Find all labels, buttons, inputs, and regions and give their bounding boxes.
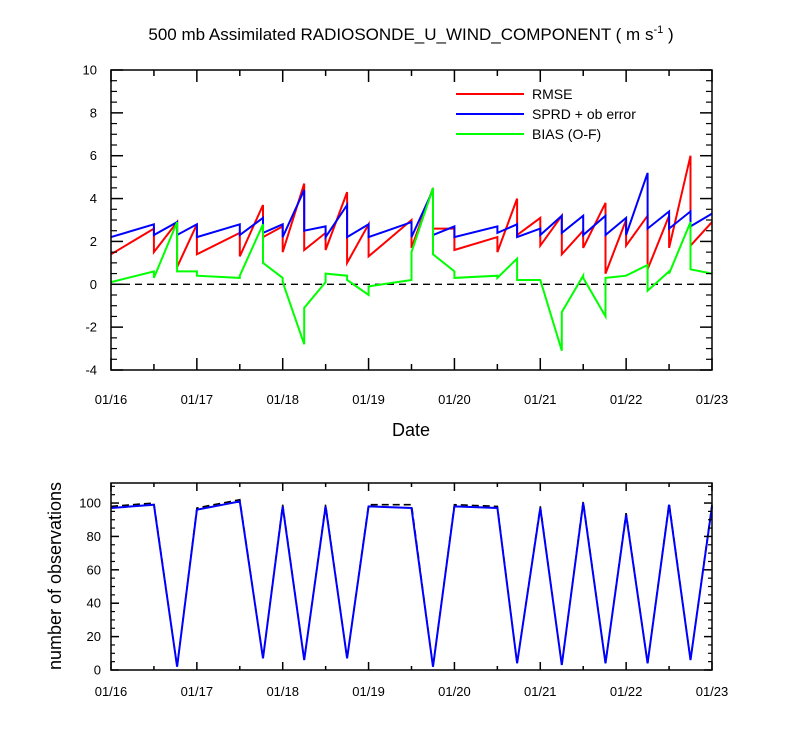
chart-title: 500 mb Assimilated RADIOSONDE_U_WIND_COM… — [148, 24, 673, 44]
legend-label: BIAS (O-F) — [532, 126, 601, 142]
bottom-plot: 01/16 01/17 01/18 01/19 01/20 01/21 01/22 01/23… — [79, 482, 729, 699]
x-tick-label: 01/18 — [266, 392, 299, 407]
x-tick-label: 01/23 — [696, 684, 729, 699]
top-plot: 01/16 01/17 01/18 01/19 01/20 01/21 01/22 01/23… — [83, 63, 729, 408]
x-tick-label: 01/19 — [352, 392, 385, 407]
y-tick-label: 2 — [90, 234, 97, 249]
y-tick-label: 80 — [87, 529, 101, 544]
y-tick-label: 4 — [90, 191, 97, 206]
x-tick-label: 01/23 — [696, 392, 729, 407]
x-tick-label: 01/22 — [610, 684, 643, 699]
y-tick-label: 6 — [90, 148, 97, 163]
x-tick-label: 01/16 — [95, 392, 128, 407]
x-tick-label: 01/19 — [352, 684, 385, 699]
chart-title-main: 500 mb Assimilated RADIOSONDE_U_WIND_COM… — [148, 25, 653, 44]
legend-label: SPRD + ob error — [532, 106, 636, 122]
legend-label: RMSE — [532, 86, 572, 102]
x-tick-label: 01/22 — [610, 392, 643, 407]
legend: RMSE SPRD + ob error BIAS (O-F) — [456, 86, 636, 142]
series-line-bias-o-f — [110, 187, 713, 351]
series-line-solid-1 — [110, 500, 713, 667]
x-tick-label: 01/16 — [95, 684, 128, 699]
series-line-sprd-ob-error — [110, 172, 713, 241]
y-tick-label: 20 — [87, 629, 101, 644]
y-tick-label: 10 — [83, 63, 97, 78]
top-x-axis-title: Date — [392, 420, 430, 440]
x-tick-label: 01/17 — [181, 392, 214, 407]
y-tick-label: 100 — [79, 496, 101, 511]
x-tick-label: 01/21 — [524, 684, 557, 699]
y-tick-label: 8 — [90, 105, 97, 120]
x-tick-label: 01/20 — [438, 392, 471, 407]
y-tick-label: 0 — [90, 277, 97, 292]
series-line-dashed-0 — [110, 498, 713, 667]
bottom-y-axis-title: number of observations — [45, 482, 65, 670]
x-tick-label: 01/21 — [524, 392, 557, 407]
x-tick-label: 01/20 — [438, 684, 471, 699]
y-tick-label: -2 — [85, 320, 97, 335]
chart-title-end: ) — [663, 25, 673, 44]
x-tick-label: 01/18 — [266, 684, 299, 699]
chart-title-superscript: -1 — [653, 24, 663, 36]
y-tick-label: -4 — [85, 363, 97, 378]
x-tick-label: 01/17 — [181, 684, 214, 699]
y-tick-label: 0 — [94, 663, 101, 678]
y-tick-label: 40 — [87, 596, 101, 611]
y-tick-label: 60 — [87, 562, 101, 577]
